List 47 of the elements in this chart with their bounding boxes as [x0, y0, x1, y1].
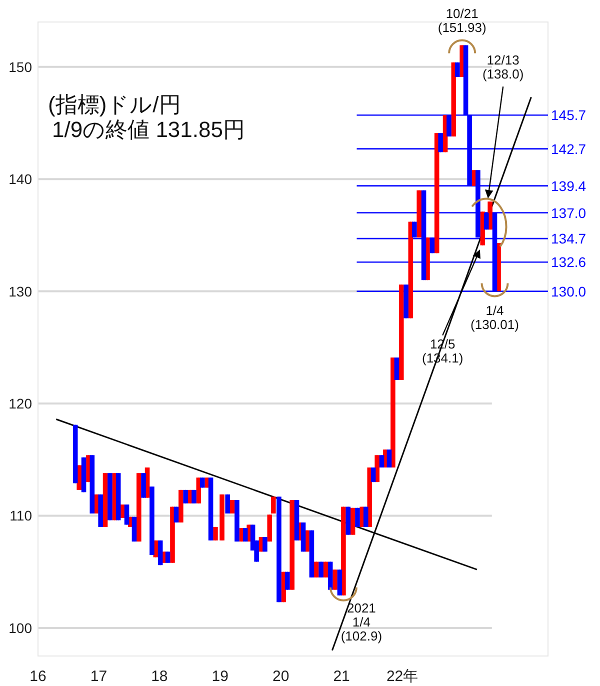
- candlestick: [363, 506, 368, 528]
- ref-line-label: 145.7: [551, 107, 586, 124]
- candlestick: [242, 528, 248, 542]
- candlestick: [262, 536, 268, 552]
- annotation: 12/13 (138.0): [482, 52, 524, 82]
- ref-line-label: 132.6: [551, 254, 586, 270]
- ref-line-label: 130.0: [551, 283, 586, 300]
- candlestick: [455, 62, 460, 78]
- candlestick: [332, 569, 338, 590]
- candlestick: [318, 561, 324, 578]
- ref-line-label: 134.7: [551, 230, 586, 247]
- candlestick: [314, 561, 319, 578]
- x-tick-label: 16: [30, 668, 46, 685]
- candlestick: [174, 506, 179, 523]
- annotation: (指標)ドル/円: [48, 92, 181, 117]
- candlestick: [379, 454, 384, 468]
- x-tick-label: 22年: [386, 668, 418, 685]
- x-tick-label: 17: [90, 668, 108, 685]
- annotation: 1/9の終値 131.85円: [52, 117, 245, 142]
- x-tick-label: 20: [272, 668, 290, 685]
- y-tick-label: 100: [8, 620, 32, 636]
- x-tick-label: 21: [333, 668, 350, 685]
- ref-line-label: 142.7: [551, 140, 586, 157]
- candlestick: [323, 561, 328, 578]
- candlestick: [192, 489, 196, 504]
- annotation: 1/4 (130.01): [470, 303, 519, 332]
- candlestick: [225, 494, 230, 514]
- candlestick: [438, 132, 443, 153]
- x-tick-label: 19: [212, 668, 228, 685]
- candlestick: [165, 551, 170, 564]
- y-tick-label: 130: [8, 283, 32, 300]
- annotation: 10/21 (151.93): [438, 6, 486, 36]
- ref-line-label: 137.0: [551, 204, 586, 221]
- y-tick-label: 110: [10, 508, 32, 524]
- candlestick: [230, 500, 235, 514]
- ref-line-label: 139.4: [551, 178, 586, 194]
- candlestick: [355, 507, 360, 528]
- candlestick: [124, 504, 130, 526]
- y-tick-label: 150: [8, 58, 32, 75]
- x-tick-label: 18: [151, 668, 168, 685]
- candlestick: [394, 357, 400, 380]
- candlestick: [386, 449, 392, 468]
- annotation: 2021 1/4 (102.9): [340, 600, 382, 644]
- candlestick: [285, 571, 290, 590]
- candlestick: [183, 489, 188, 504]
- y-tick-label: 140: [8, 171, 32, 188]
- y-tick-label: 120: [8, 396, 32, 412]
